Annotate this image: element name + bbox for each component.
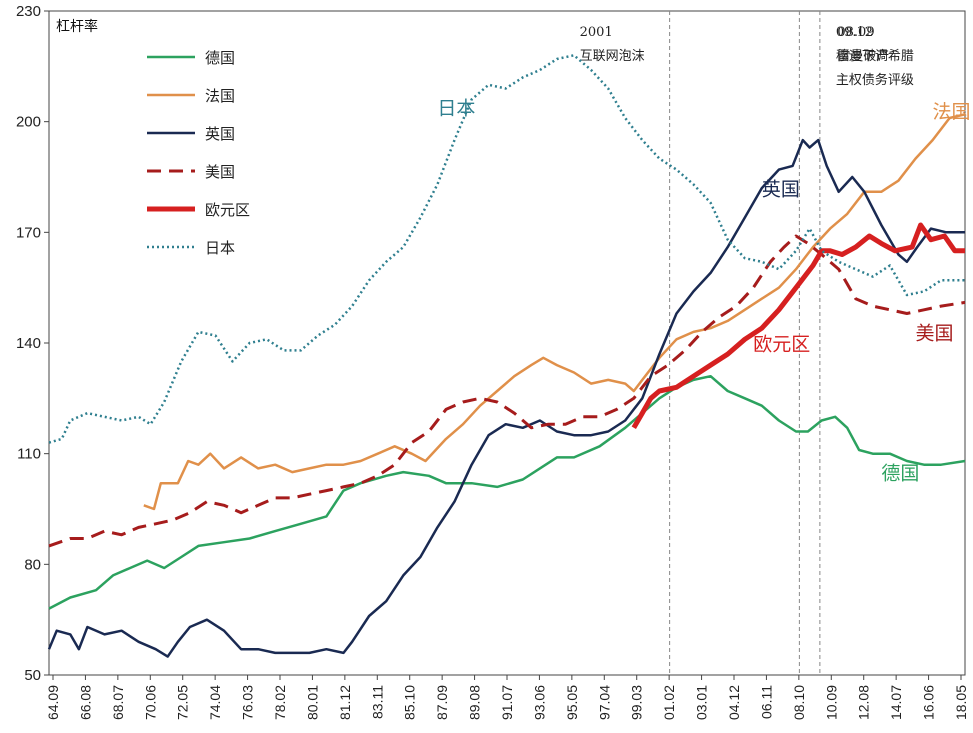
series-label-美国: 美国 — [915, 322, 953, 344]
x-tick-label: 10.09 — [823, 685, 839, 720]
y-tick-label: 80 — [24, 556, 41, 573]
x-tick-label: 89.08 — [467, 685, 483, 720]
y-tick-label: 200 — [16, 114, 41, 131]
legend-label-法国: 法国 — [205, 87, 235, 105]
x-tick-label: 12.08 — [856, 685, 872, 720]
axes-layer: 50 80 110 140 170 200 230 64.09 66.08 68.07 70.06 7… — [16, 3, 969, 720]
event-label: 互联网泡沫 — [580, 49, 645, 64]
x-tick-label: 18.05 — [953, 685, 969, 720]
legend-label-欧元区: 欧元区 — [205, 201, 250, 219]
x-tick-label: 97.04 — [596, 685, 612, 720]
x-tick-label: 99.03 — [629, 685, 645, 720]
y-tick-label: 50 — [24, 667, 41, 684]
event-year: 09.12 — [836, 25, 873, 40]
event-label: 穆迪下调希腊 — [836, 49, 914, 64]
y-tick-label: 170 — [16, 224, 41, 241]
y-tick-label: 230 — [16, 3, 41, 20]
event-label: 雷曼破产 — [837, 49, 889, 64]
series-line-法国 — [143, 113, 966, 511]
x-tick-label: 01.02 — [661, 685, 677, 720]
series-lines — [47, 54, 966, 658]
series-line-欧元区 — [631, 222, 965, 430]
x-tick-label: 80.01 — [304, 685, 320, 720]
x-tick-label: 91.07 — [499, 685, 515, 720]
x-tick-label: 81.12 — [337, 685, 353, 720]
series-label-英国: 英国 — [762, 178, 800, 200]
series-line-德国 — [48, 374, 966, 610]
series-label-欧元区: 欧元区 — [753, 333, 810, 355]
y-tick-label: 110 — [17, 446, 41, 463]
series-line-英国 — [47, 138, 965, 658]
x-tick-label: 95.05 — [564, 685, 580, 720]
x-tick-label: 64.09 — [45, 685, 61, 720]
plot-frame — [48, 10, 966, 676]
y-axis-title: 杠杆率 — [56, 18, 98, 35]
x-tick-label: 93.06 — [531, 685, 547, 720]
series-line-美国 — [48, 234, 966, 548]
x-tick-label: 76.03 — [240, 685, 256, 720]
x-tick-label: 04.12 — [726, 685, 742, 720]
x-tick-label: 06.11 — [758, 685, 774, 719]
series-label-日本: 日本 — [437, 97, 475, 119]
x-tick-label: 70.06 — [142, 685, 158, 720]
x-tick-label: 03.01 — [694, 685, 710, 720]
event-year: 08.09 — [837, 25, 874, 40]
event-label-cont: 主权债务评级 — [836, 72, 914, 88]
x-tick-label: 08.10 — [791, 685, 807, 720]
x-tick-label: 74.04 — [207, 685, 223, 720]
legend-label-美国: 美国 — [205, 163, 235, 181]
x-tick-label: 85.10 — [402, 685, 418, 720]
x-tick-label: 66.08 — [77, 685, 93, 720]
x-tick-label: 87.09 — [434, 685, 450, 720]
series-label-法国: 法国 — [933, 101, 971, 123]
legend-label-德国: 德国 — [205, 49, 235, 67]
x-tick-label: 83.11 — [369, 685, 385, 719]
x-tick-label: 72.05 — [175, 685, 191, 720]
x-tick-label: 68.07 — [110, 685, 126, 720]
x-tick-label: 14.07 — [888, 685, 904, 720]
x-tick-label: 78.02 — [272, 685, 288, 720]
y-tick-label: 140 — [16, 335, 41, 352]
x-tick-label: 16.06 — [921, 685, 937, 720]
legend-label-英国: 英国 — [205, 125, 235, 143]
legend-label-日本: 日本 — [205, 239, 235, 257]
series-label-德国: 德国 — [881, 462, 919, 484]
event-year: 2001 — [580, 25, 613, 40]
